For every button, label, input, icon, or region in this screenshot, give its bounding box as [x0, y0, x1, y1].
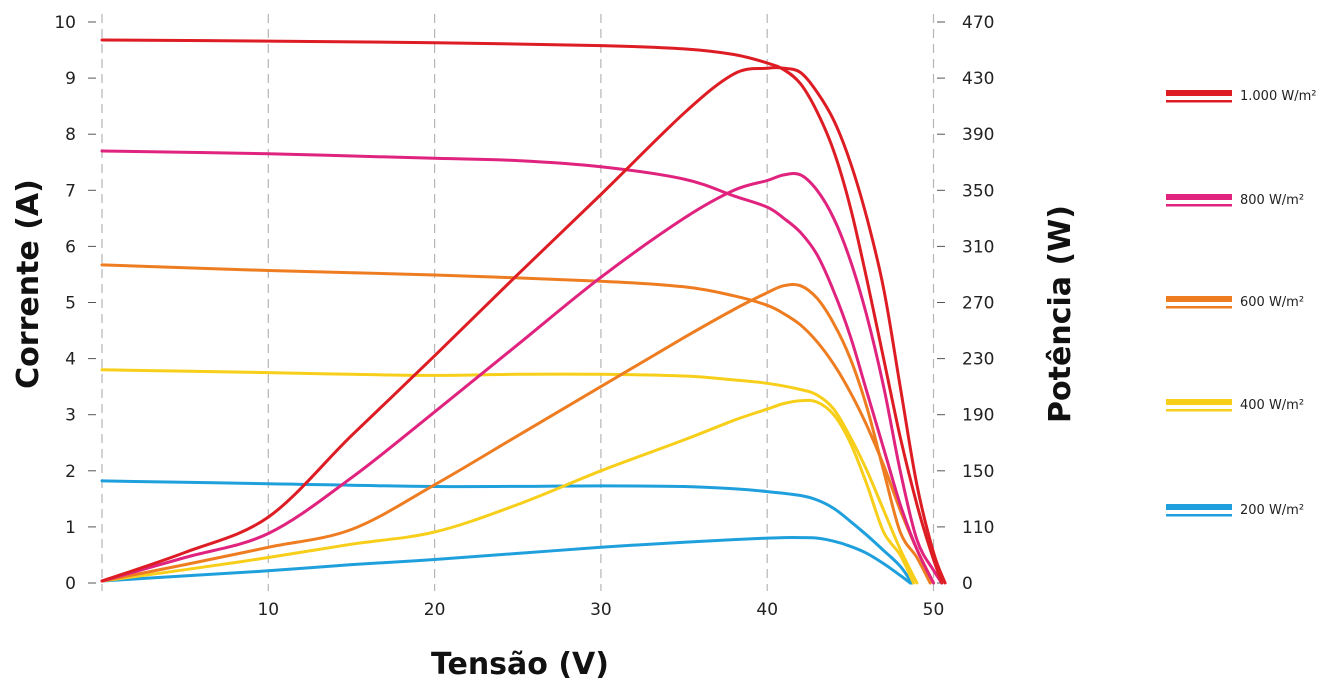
y-tick-label: 7 — [65, 181, 76, 201]
legend-swatch-thick — [1166, 194, 1232, 200]
y-tick-label: 0 — [65, 574, 76, 594]
x-axis-ticks: 10 20 30 40 50 — [257, 600, 944, 620]
y-axis-ticks: 0 1 2 3 4 5 6 7 8 9 10 — [54, 13, 96, 594]
current-curve-800 — [100, 149, 935, 585]
power-curve-1000 — [100, 66, 947, 585]
current-curve-1000 — [100, 38, 944, 585]
legend-label: 400 W/m² — [1240, 398, 1304, 413]
legend-item-200: 200 W/m² — [1166, 503, 1304, 518]
y2-tick-label: 150 — [962, 462, 994, 482]
legend-item-600: 600 W/m² — [1166, 295, 1304, 310]
x-tick-label: 50 — [923, 600, 945, 620]
legend-item-800: 800 W/m² — [1166, 193, 1304, 208]
y2-tick-label: 470 — [962, 13, 994, 33]
y-tick-label: 9 — [65, 69, 76, 89]
y2-tick-label: 0 — [962, 574, 973, 594]
y2-tick-label: 270 — [962, 294, 994, 314]
y2-axis-title: Potência (W) — [1043, 205, 1078, 423]
y-tick-label: 5 — [65, 294, 76, 314]
x-tick-label: 30 — [590, 600, 612, 620]
power-curve-200 — [100, 536, 912, 585]
y2-tick-label: 230 — [962, 350, 994, 370]
grid — [101, 14, 935, 591]
y2-tick-label: 350 — [962, 181, 994, 201]
power-curve-800 — [100, 171, 944, 585]
legend-swatch-thin — [1166, 409, 1232, 412]
x-tick-label: 10 — [257, 600, 279, 620]
current-curve-600 — [100, 263, 935, 585]
legend-swatch-thin — [1166, 204, 1232, 207]
y2-axis-ticks: 0 110 150 190 230 270 310 350 390 430 470 — [937, 13, 994, 594]
curves — [100, 38, 947, 585]
y-axis-title: Corrente (A) — [11, 179, 46, 389]
y2-tick-label: 390 — [962, 125, 994, 145]
legend-swatch-thick — [1166, 399, 1232, 405]
y2-tick-label: 110 — [962, 518, 994, 538]
y-tick-label: 6 — [65, 237, 76, 257]
current-curve-200 — [100, 479, 914, 585]
y-tick-label: 1 — [65, 518, 76, 538]
y-tick-label: 4 — [65, 350, 76, 370]
legend-label: 600 W/m² — [1240, 295, 1304, 310]
legend-item-1000: 1.000 W/m² — [1166, 89, 1316, 104]
legend-label: 1.000 W/m² — [1240, 89, 1316, 104]
legend-label: 200 W/m² — [1240, 503, 1304, 518]
legend-swatch-thick — [1166, 296, 1232, 302]
power-curve-400 — [100, 398, 915, 585]
y-tick-label: 10 — [54, 13, 76, 33]
legend-label: 800 W/m² — [1240, 193, 1304, 208]
y-tick-label: 2 — [65, 462, 76, 482]
y-tick-label: 8 — [65, 125, 76, 145]
legend-swatch-thin — [1166, 514, 1232, 517]
y-tick-label: 3 — [65, 406, 76, 426]
legend: 1.000 W/m² 800 W/m² 600 W/m² 400 W/m² 200 W/… — [1166, 89, 1316, 518]
legend-swatch-thin — [1166, 306, 1232, 309]
legend-item-400: 400 W/m² — [1166, 398, 1304, 413]
x-tick-label: 20 — [424, 600, 446, 620]
legend-swatch-thin — [1166, 100, 1232, 103]
legend-swatch-thick — [1166, 504, 1232, 510]
x-axis-title: Tensão (V) — [431, 647, 609, 682]
y2-tick-label: 190 — [962, 406, 994, 426]
y2-tick-label: 430 — [962, 69, 994, 89]
y2-tick-label: 310 — [962, 237, 994, 257]
current-curve-400 — [100, 368, 919, 585]
x-tick-label: 40 — [756, 600, 778, 620]
legend-swatch-thick — [1166, 90, 1232, 96]
